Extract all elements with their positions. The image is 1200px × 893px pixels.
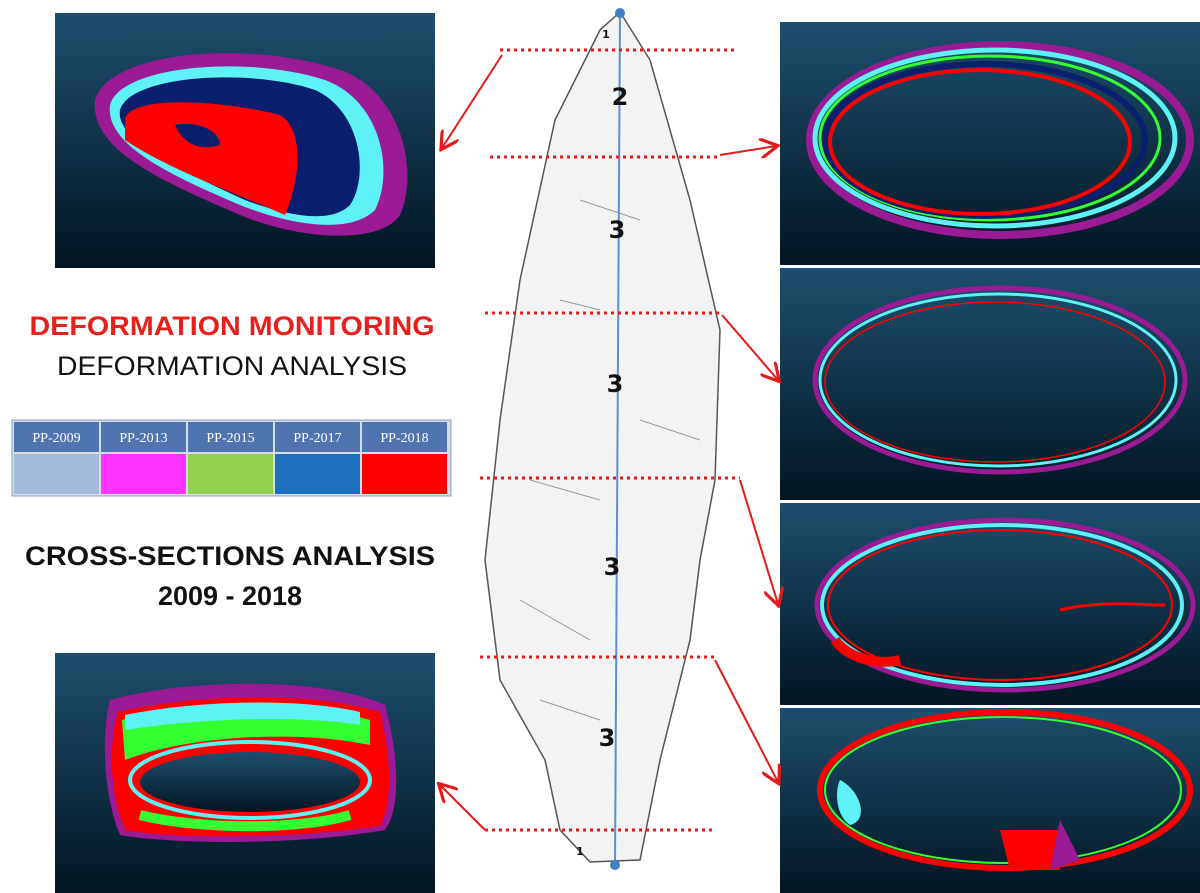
legend-label: PP-2018	[380, 431, 428, 446]
segment-label: 3	[609, 216, 626, 244]
legend-label: PP-2013	[119, 431, 167, 446]
legend-swatch	[188, 454, 273, 494]
legend-label: PP-2017	[293, 431, 341, 446]
section-panel	[780, 22, 1200, 265]
segment-label: 1	[602, 28, 610, 41]
legend-header	[362, 422, 447, 452]
segment-label: 3	[604, 553, 621, 581]
section-panel	[780, 503, 1200, 705]
legend-header	[101, 422, 186, 452]
legend-swatch	[362, 454, 447, 494]
legend-header	[188, 422, 273, 452]
legend-label: PP-2015	[206, 431, 254, 446]
stone-drawing	[484, 8, 721, 870]
section-panel	[780, 268, 1200, 500]
legend-table: PP-2009 PP-2013 PP-2015 PP-2017 PP-2018	[11, 419, 452, 497]
section-panel	[55, 13, 435, 268]
segment-label: 3	[599, 724, 616, 752]
section-panel	[780, 708, 1200, 893]
legend-label: PP-2009	[32, 431, 80, 446]
segment-label: 3	[607, 370, 624, 398]
segment-label: 2	[612, 83, 629, 111]
segment-label: 1	[576, 845, 584, 858]
title: DEFORMATION ANALYSIS	[57, 351, 407, 381]
legend-header	[275, 422, 360, 452]
legend-swatch	[14, 454, 99, 494]
legend-header	[14, 422, 99, 452]
arrows	[440, 54, 778, 831]
legend-swatch	[275, 454, 360, 494]
legend-swatch	[101, 454, 186, 494]
subtitle: CROSS-SECTIONS ANALYSIS	[25, 541, 435, 571]
title: DEFORMATION MONITORING	[30, 311, 435, 341]
section-panel	[55, 653, 435, 893]
subtitle: 2009 - 2018	[158, 581, 302, 611]
cut-lines	[480, 48, 740, 832]
